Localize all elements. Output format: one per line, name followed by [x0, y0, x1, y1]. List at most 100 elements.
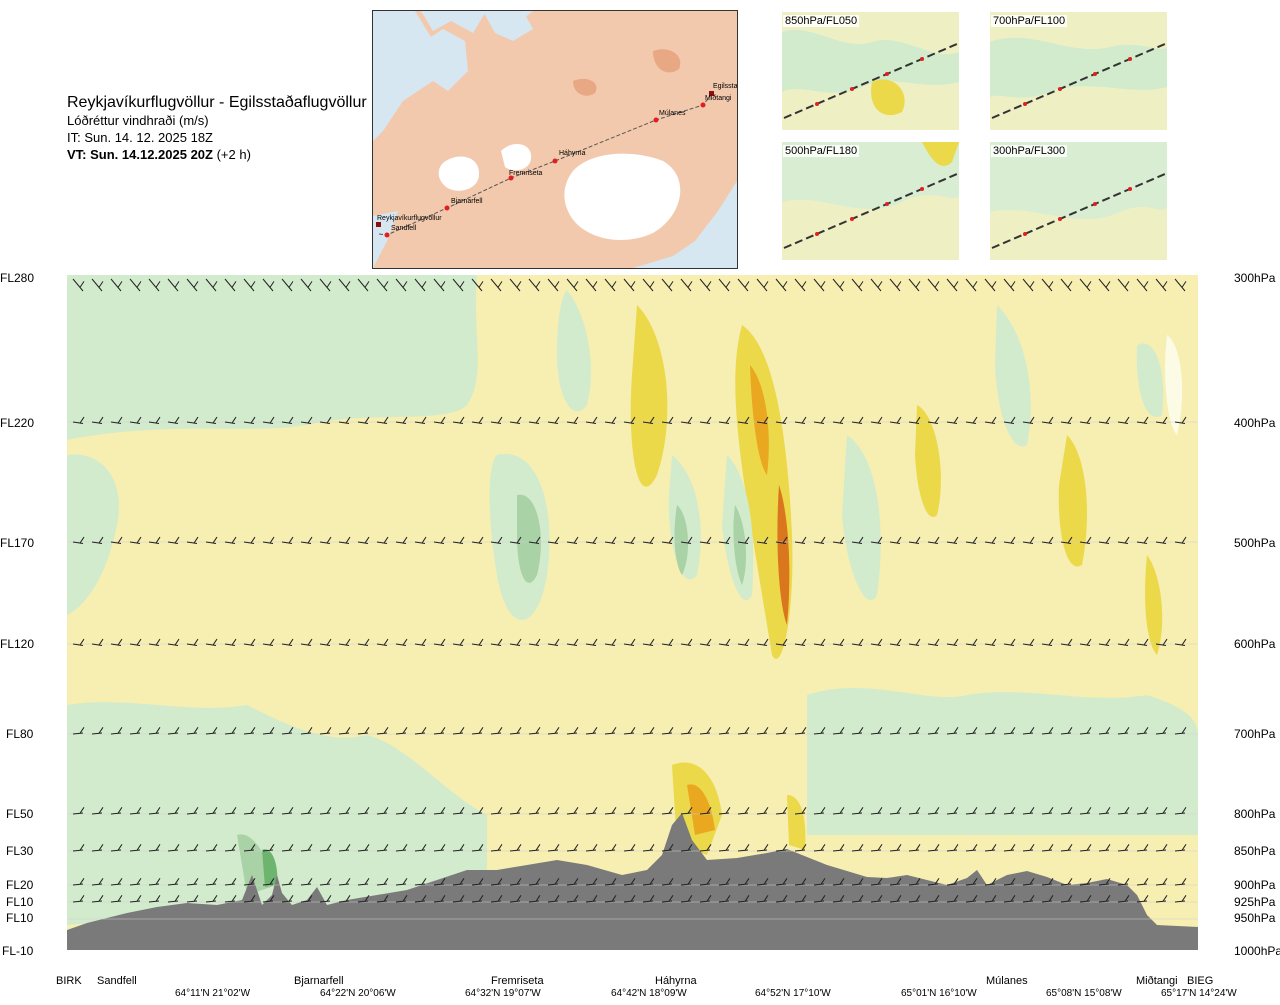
coord-label: 65°17'N 14°24'W: [1161, 988, 1237, 999]
wind-barb: [433, 278, 446, 292]
wind-barb: [946, 844, 959, 852]
wind-barb: [870, 278, 883, 292]
wind-barb: [205, 895, 218, 903]
level-map-850[interactable]: 850hPa/FL050: [782, 12, 959, 130]
wind-barb: [1117, 536, 1130, 544]
wind-barb: [1155, 278, 1168, 292]
wind-barb: [737, 416, 750, 424]
wind-barb: [262, 727, 275, 735]
wind-barb: [129, 878, 142, 886]
wind-barb: [262, 844, 275, 852]
level-map-label: 500hPa/FL180: [783, 145, 860, 157]
wind-barb: [794, 727, 807, 735]
station-label: BIRK: [56, 975, 82, 987]
wind-barb: [585, 807, 598, 815]
wind-barb: [908, 895, 921, 903]
wind-barb: [661, 416, 674, 424]
wind-barb: [1136, 536, 1149, 544]
wind-barb: [243, 638, 256, 646]
wind-barb: [148, 807, 161, 815]
hpa-label: 800hPa: [1234, 807, 1276, 821]
level-map-700[interactable]: 700hPa/FL100: [990, 12, 1167, 130]
wind-barb: [300, 878, 313, 886]
wind-barb: [376, 638, 389, 646]
wind-barb: [965, 807, 978, 815]
wind-barb: [129, 807, 142, 815]
wind-barb: [870, 727, 883, 735]
wind-barb: [756, 878, 769, 886]
level-map-300[interactable]: 300hPa/FL300: [990, 142, 1167, 260]
wind-barb: [414, 278, 427, 292]
wind-barb: [870, 536, 883, 544]
wind-barb: [129, 536, 142, 544]
wind-barb: [129, 844, 142, 852]
hpa-label: 300hPa: [1234, 271, 1276, 285]
wind-barb: [623, 278, 636, 292]
wind-barb: [832, 536, 845, 544]
wind-barb: [718, 638, 731, 646]
wind-barb: [927, 895, 940, 903]
place-marker: [552, 158, 558, 164]
wind-barb: [965, 536, 978, 544]
wind-barb: [243, 278, 256, 292]
wind-barb: [737, 727, 750, 735]
wind-barb: [148, 878, 161, 886]
wind-barb: [1117, 727, 1130, 735]
wind-barbs: [72, 278, 1187, 903]
wind-barb: [1098, 807, 1111, 815]
wind-barb: [851, 878, 864, 886]
wind-barb: [357, 844, 370, 852]
wind-barb: [566, 844, 579, 852]
wind-barb: [338, 536, 351, 544]
wind-barb: [851, 895, 864, 903]
wind-barb: [889, 878, 902, 886]
wind-barb: [699, 416, 712, 424]
wind-barb: [1155, 878, 1168, 886]
place-marker: [444, 205, 450, 211]
wind-barb: [604, 807, 617, 815]
wind-barb: [1174, 536, 1187, 544]
coord-label: 65°08'N 15°08'W: [1046, 988, 1122, 999]
wind-barb: [338, 844, 351, 852]
wind-barb: [1041, 878, 1054, 886]
wind-barb: [851, 416, 864, 424]
wind-barb: [300, 278, 313, 292]
wind-barb: [889, 536, 902, 544]
wind-barb: [718, 727, 731, 735]
wind-barb: [509, 895, 522, 903]
wind-barb: [775, 536, 788, 544]
wind-barb: [984, 878, 997, 886]
route-places: Reykjavíkurflugvöllur Sandfell Bjarnarfe…: [376, 82, 737, 238]
wind-barb: [110, 807, 123, 815]
wind-barb: [243, 895, 256, 903]
wind-barb: [889, 895, 902, 903]
wind-barb: [794, 536, 807, 544]
level-map-label: 300hPa/FL300: [991, 145, 1068, 157]
hpa-label: 400hPa: [1234, 416, 1276, 430]
wind-barb: [262, 895, 275, 903]
wind-barb: [642, 878, 655, 886]
fl-label: FL50: [6, 807, 34, 821]
wind-barb: [319, 727, 332, 735]
wind-barb: [1098, 895, 1111, 903]
wind-barb: [927, 638, 940, 646]
wind-barb: [167, 807, 180, 815]
wind-barb: [642, 536, 655, 544]
wind-barb: [585, 638, 598, 646]
wind-barb: [718, 416, 731, 424]
wind-barb: [414, 416, 427, 424]
wind-barb: [414, 878, 427, 886]
wind-barb: [186, 416, 199, 424]
wind-barb: [129, 895, 142, 903]
wind-barb: [566, 278, 579, 292]
glacier-west: [438, 156, 480, 191]
wind-barb: [148, 638, 161, 646]
wind-barb: [186, 536, 199, 544]
level-map-500[interactable]: 500hPa/FL180: [782, 142, 959, 260]
wind-barb: [889, 416, 902, 424]
wind-barb: [319, 536, 332, 544]
wind-barb: [1136, 844, 1149, 852]
wind-barb: [1174, 807, 1187, 815]
wind-barb: [661, 638, 674, 646]
wind-barb: [1003, 416, 1016, 424]
